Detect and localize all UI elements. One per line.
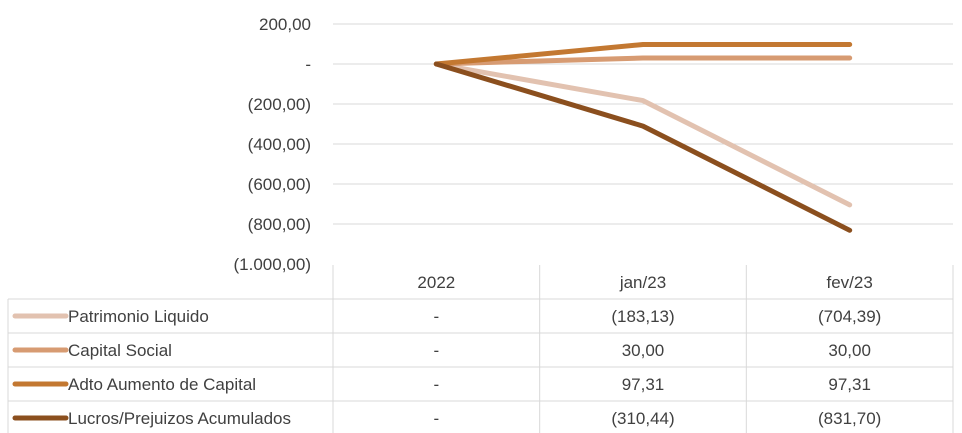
- y-tick-label: (200,00): [248, 95, 311, 114]
- data-cell: (310,44): [611, 409, 674, 428]
- data-cell: (704,39): [818, 307, 881, 326]
- y-tick-label: (1.000,00): [234, 255, 312, 274]
- series-line: [433, 42, 853, 67]
- data-table: 2022 jan/23 fev/23 Patrimonio Liquido - (183,…: [7, 265, 954, 433]
- y-tick-label: 200,00: [259, 15, 311, 34]
- data-cell: 97,31: [828, 375, 871, 394]
- data-cell: -: [433, 375, 439, 394]
- category-label: 2022: [417, 273, 455, 292]
- series-line: [433, 61, 853, 208]
- y-tick-label: (600,00): [248, 175, 311, 194]
- series-line: [433, 61, 853, 233]
- y-tick-label: -: [305, 55, 311, 74]
- data-cell: -: [433, 307, 439, 326]
- series-lines: [433, 42, 853, 233]
- data-cell: (831,70): [818, 409, 881, 428]
- data-cell: -: [433, 409, 439, 428]
- y-tick-label: (800,00): [248, 215, 311, 234]
- category-label: jan/23: [619, 273, 666, 292]
- data-cell: -: [433, 341, 439, 360]
- series-name: Patrimonio Liquido: [68, 307, 209, 326]
- series-name: Lucros/Prejuizos Acumulados: [68, 409, 291, 428]
- series-name: Capital Social: [68, 341, 172, 360]
- category-label: fev/23: [827, 273, 873, 292]
- y-axis-tick-labels: 200,00 - (200,00) (400,00) (600,00) (800,00) (…: [234, 15, 312, 274]
- data-cell: (183,13): [611, 307, 674, 326]
- series-name: Adto Aumento de Capital: [68, 375, 256, 394]
- data-cell: 97,31: [622, 375, 665, 394]
- series-line: [433, 55, 853, 67]
- y-tick-label: (400,00): [248, 135, 311, 154]
- data-cell: 30,00: [622, 341, 665, 360]
- data-cell: 30,00: [828, 341, 871, 360]
